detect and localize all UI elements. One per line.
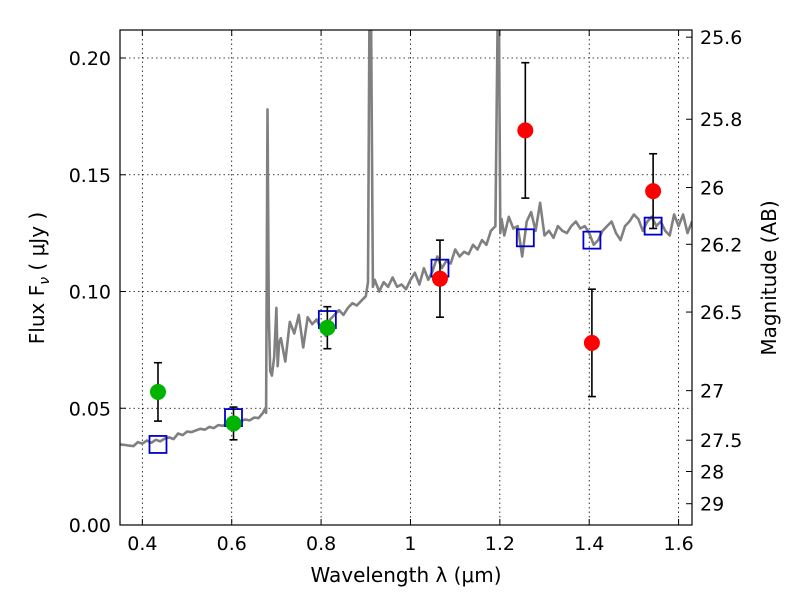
- mag-tick-label: 29: [700, 494, 724, 516]
- mag-tick-label: 28: [700, 462, 724, 484]
- y-tick-label: 0.00: [69, 515, 111, 537]
- x-tick-label: 1.4: [574, 533, 604, 555]
- x-tick-label: 0.8: [306, 533, 336, 555]
- mag-tick-label: 27: [700, 381, 724, 403]
- grid-layer: [120, 30, 692, 525]
- y-tick-label: 0.10: [69, 282, 111, 304]
- y-axis-title-sub: ν: [37, 277, 53, 285]
- x-tick-label: 1.6: [663, 533, 693, 555]
- x-tick-label: 1.2: [485, 533, 515, 555]
- model-photometry-square: [582, 230, 602, 250]
- spectrum-layer: [120, 30, 692, 448]
- y-ticks: 0.00 0.05 0.10 0.15 0.20: [69, 48, 126, 537]
- plot-frame: [119, 29, 693, 526]
- data-point: [583, 334, 600, 351]
- x-ticks: 0.4 0.6 0.8 1 1.2 1.4 1.6: [127, 30, 694, 555]
- mag-tick-label: 26.2: [700, 234, 742, 256]
- markers-layer: [148, 61, 663, 454]
- y-tick-label: 0.05: [69, 398, 111, 420]
- right-axis-title: Magnitude (AB): [757, 200, 781, 355]
- x-tick-label: 0.4: [127, 533, 157, 555]
- spectrum-line: [120, 30, 692, 448]
- x-tick-label: 0.6: [217, 533, 247, 555]
- data-point: [431, 270, 448, 287]
- y-axis-title: Flux Fν ( μJy ): [25, 212, 53, 344]
- y-axis-title-main: Flux F: [25, 285, 49, 344]
- mag-tick-label: 25.8: [700, 109, 742, 131]
- mag-tick-label: 26.5: [700, 302, 742, 324]
- mag-tick-label: 27.5: [700, 430, 742, 452]
- model-photometry-square: [515, 228, 535, 248]
- x-axis-title: Wavelength λ (μm): [310, 563, 501, 587]
- data-point: [517, 122, 534, 139]
- model-photometry-square: [148, 435, 168, 454]
- y-tick-label: 0.15: [69, 165, 111, 187]
- y-axis-title-units: ( μJy ): [25, 212, 49, 277]
- data-point: [319, 319, 336, 336]
- mag-tick-label: 26: [700, 178, 724, 200]
- y-tick-label: 0.20: [69, 48, 111, 70]
- data-point: [645, 183, 662, 200]
- mag-tick-label: 25.6: [700, 27, 742, 49]
- data-point: [149, 383, 166, 400]
- y-axis-title-group: Flux Fν ( μJy ): [25, 212, 53, 344]
- mag-ticks: 25.6 25.8 26 26.2 26.5 27 27.5 28 29: [686, 27, 742, 516]
- data-point: [225, 415, 242, 432]
- x-tick-label: 1: [404, 533, 416, 555]
